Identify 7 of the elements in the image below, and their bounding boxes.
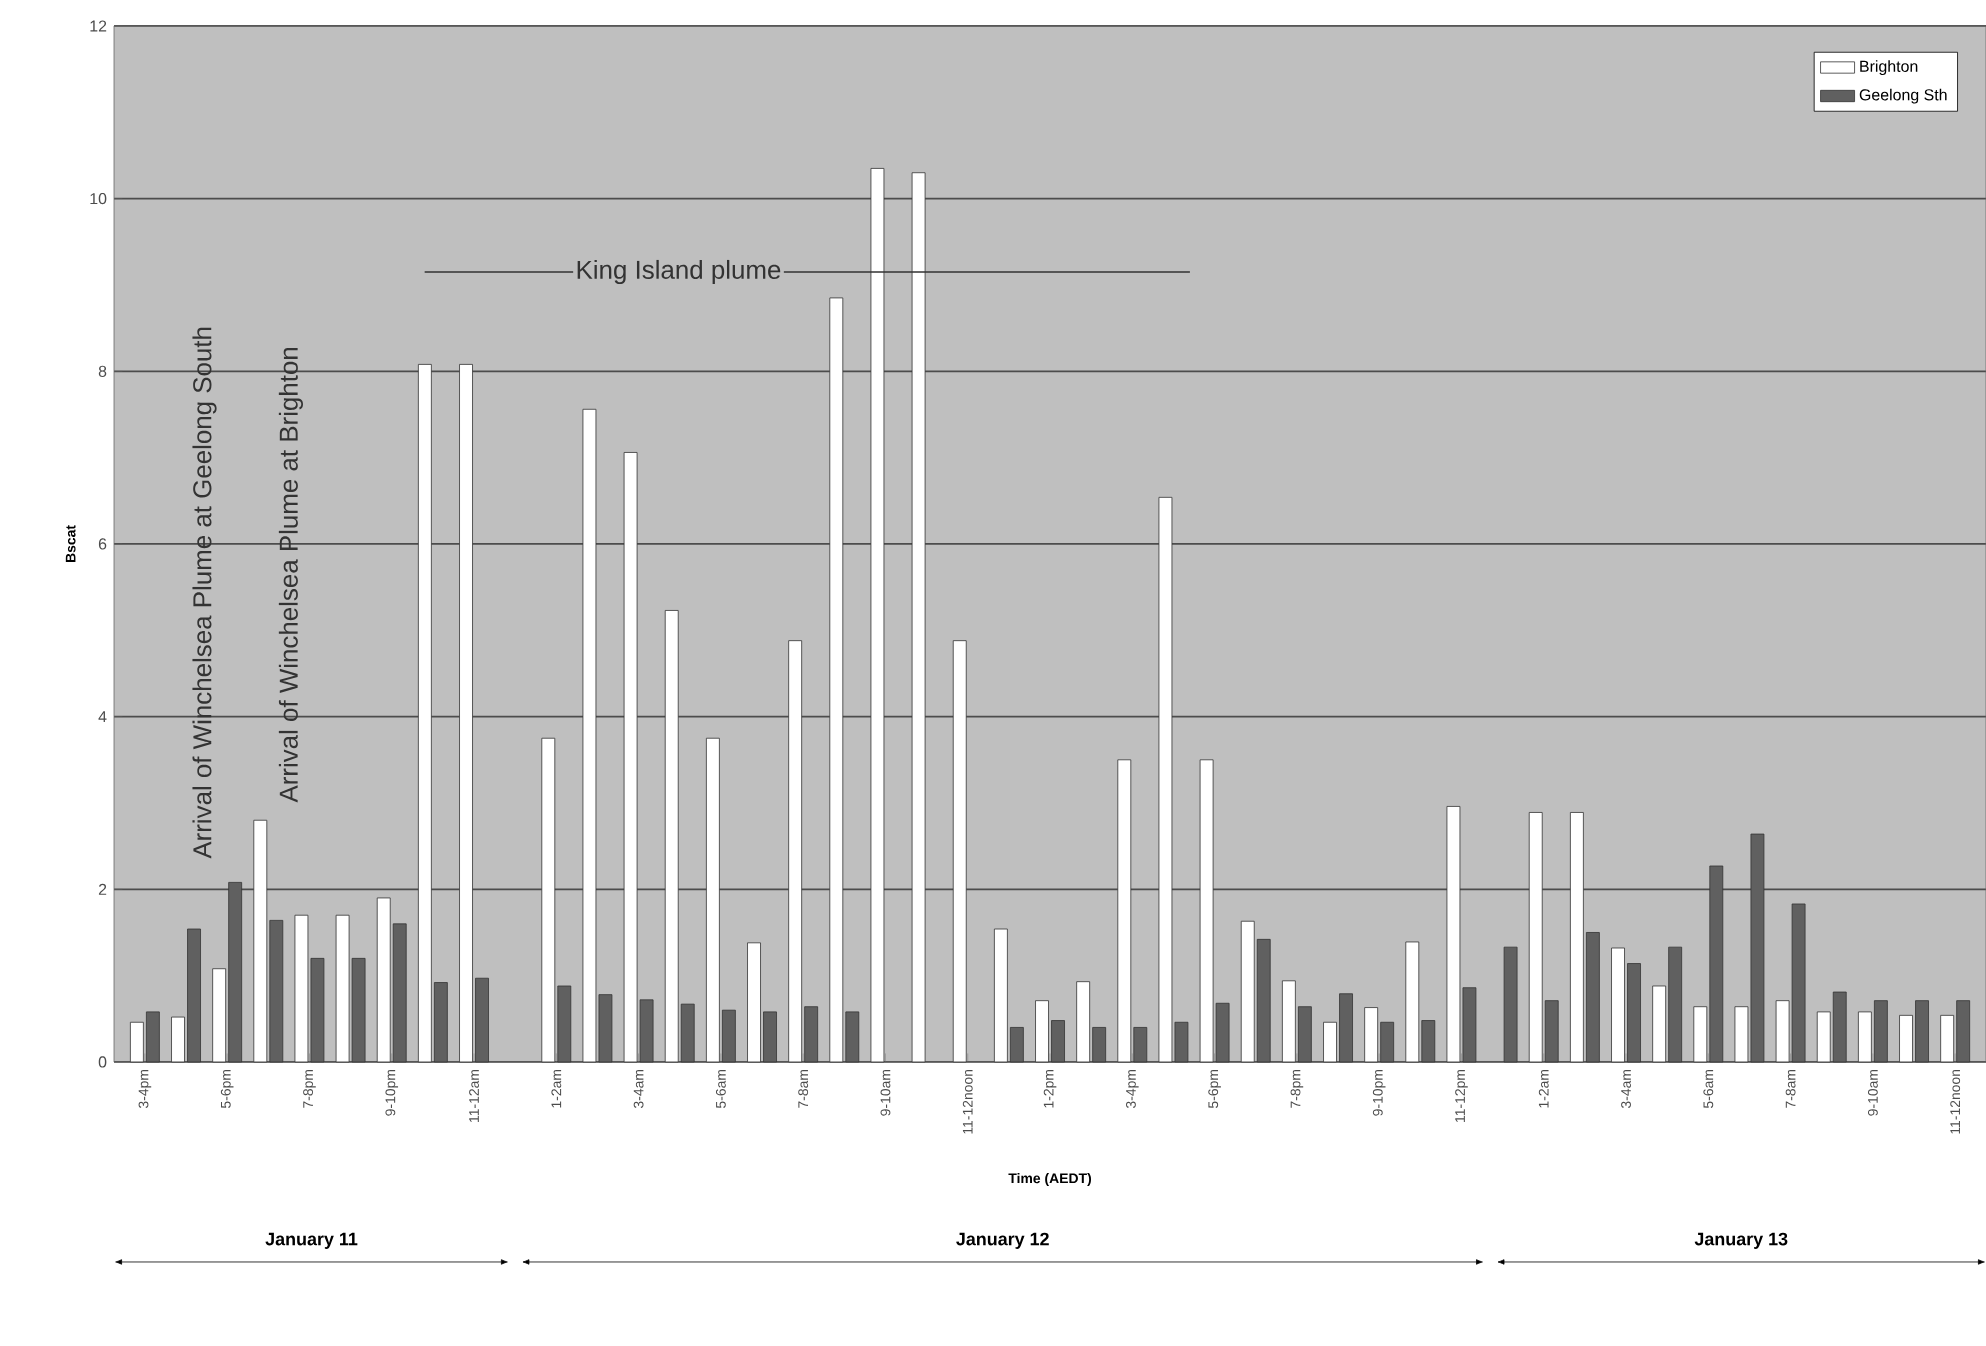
- text: January 13: [1694, 1232, 1788, 1249]
- text: January 11: [265, 1232, 358, 1249]
- bar: [952, 640, 967, 1063]
- annotation: Arrival of Winchelsea Plume at Geelong South: [192, 327, 217, 859]
- text: January 12: [956, 1232, 1049, 1249]
- annotation: King Island plume: [577, 259, 781, 285]
- annotation: Arrival of Winchelsea Plume at Brighton: [278, 347, 303, 803]
